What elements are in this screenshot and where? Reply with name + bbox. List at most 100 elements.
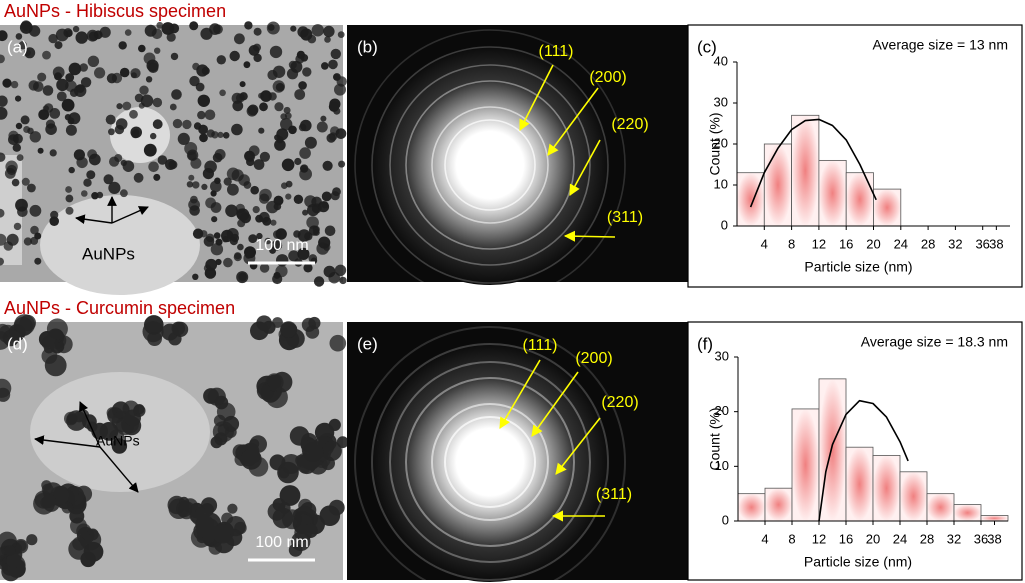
particle [237,243,244,251]
particle [320,115,327,122]
particle [317,201,330,213]
particle [93,30,103,40]
particle [0,378,12,398]
diffraction-ring [431,403,549,521]
particle [26,534,38,546]
histogram-bar [980,515,1009,522]
particle [225,204,238,218]
particle [80,77,92,88]
saed-pattern [347,25,690,301]
particle [227,503,238,514]
particle [300,165,308,173]
particle [75,84,85,93]
particle [186,181,194,188]
particle [72,25,80,33]
particle [23,237,32,246]
y-tick-label: 10 [714,176,728,191]
particle [337,31,345,38]
particle [65,29,73,37]
ring-arrow [499,359,541,429]
y-tick-label: 40 [714,53,728,68]
particle [253,27,262,36]
particle [148,161,159,173]
ring-label: (200) [575,350,612,367]
particle [192,181,200,189]
diffraction-ring [354,326,626,583]
particle [297,26,309,38]
particle [321,191,332,202]
particle [211,131,219,139]
particle [330,191,340,201]
particle [276,254,289,267]
x-axis-label: Particle size (nm) [804,259,912,275]
annotation: AuNPs [82,244,135,263]
particle [302,209,309,216]
particle [252,206,260,214]
particle [259,188,272,202]
panel-label: (c) [697,37,717,56]
particle [312,225,320,233]
x-tick-label: 16 [839,236,853,251]
particle [165,159,176,170]
scale-bar-label: 100 nm [255,534,308,551]
particle [46,318,68,340]
particle [68,62,82,76]
particle [144,315,164,335]
histogram-bar [736,172,765,227]
particle [298,81,307,90]
particle [321,62,329,70]
x-tick-label: 20 [866,236,880,251]
particle [49,216,59,226]
ring-arrow [519,64,554,131]
particle [61,98,75,112]
particle [122,101,132,111]
particle [300,119,312,132]
particle [322,160,333,171]
particle [87,149,97,160]
particle [146,59,159,72]
particle [273,230,282,239]
particle [12,143,21,152]
particle [64,114,72,121]
particle [115,118,128,130]
particle [37,72,47,82]
particle [15,122,23,130]
chart-annotation: Average size = 18.3 nm [861,334,1008,350]
particle [27,183,36,193]
particle [328,101,340,112]
particle [204,109,216,121]
particle [239,81,246,88]
particle [270,219,277,226]
annotation-arrow [79,401,101,448]
particle [281,158,295,172]
histogram-chart: 0 10 20 30 40 4 8 12 16 20 24 28 32 36 38 Particle size… [687,24,1023,288]
particle [157,155,168,165]
particle [65,194,74,203]
particle [240,212,252,224]
particle [29,204,42,217]
particle [45,123,57,135]
histogram-bar [845,446,874,522]
particle [114,154,123,162]
particle [210,243,224,256]
particle [3,241,13,251]
particle [2,78,12,88]
particle [279,485,301,506]
particle [171,89,182,100]
x-tick-label: 38 [987,531,1001,546]
particle [65,206,74,215]
ring-arrow [531,371,579,437]
ring-label: (111) [523,337,558,354]
particle [281,182,288,189]
chart-annotation: Average size = 13 nm [872,37,1008,53]
particle [336,436,349,449]
particle [210,202,222,213]
x-tick-label: 4 [761,236,768,251]
particle [239,92,248,101]
particle [233,253,242,262]
particle [171,321,186,336]
particle [6,553,22,569]
x-tick-label: 24 [893,531,907,546]
particle [286,68,299,80]
annotation-arrow [111,206,149,224]
